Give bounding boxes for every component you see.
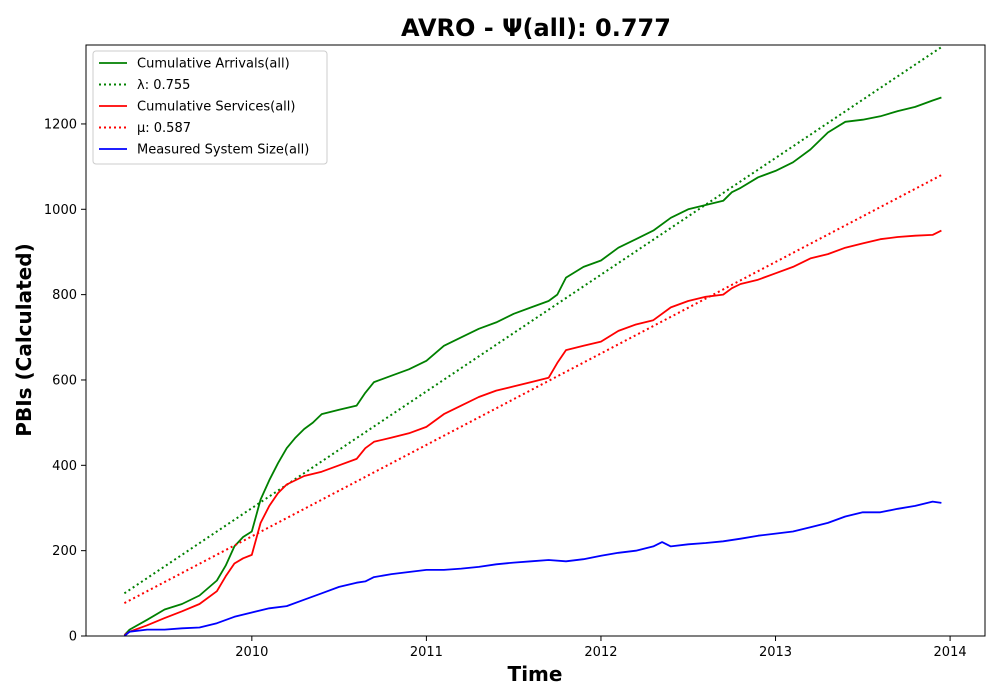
axes-frame — [85, 44, 986, 637]
y-tick-label: 600 — [52, 373, 77, 388]
series-line-1 — [123, 46, 942, 595]
legend-label: λ: 0.755 — [137, 78, 190, 93]
y-tick-label: 1200 — [44, 117, 77, 132]
legend-label: Cumulative Arrivals(all) — [137, 57, 290, 72]
x-tick-label: 2013 — [759, 645, 792, 660]
legend-label: Measured System Size(all) — [137, 143, 309, 158]
x-tick-label: 2010 — [235, 645, 268, 660]
x-axis-title: Time — [508, 662, 563, 686]
legend-label: Cumulative Services(all) — [137, 100, 295, 115]
axes: 2010 2011 2012 2013 2014 0 200 400 600 800 1000 120… — [44, 44, 986, 660]
x-tick-label: 2011 — [410, 645, 443, 660]
series-line-4 — [123, 500, 942, 637]
y-tick-label: 1000 — [44, 203, 77, 218]
series-line-2 — [123, 229, 942, 636]
plot-area — [123, 46, 942, 637]
y-tick-label: 400 — [52, 459, 77, 474]
x-tick-label: 2014 — [934, 645, 967, 660]
legend-label: μ: 0.587 — [137, 121, 191, 136]
y-tick-label: 0 — [69, 630, 77, 645]
series-line-3 — [123, 174, 942, 604]
series-line-0 — [123, 96, 942, 636]
y-tick-label: 200 — [52, 544, 77, 559]
legend-box — [92, 50, 328, 165]
legend: Cumulative Arrivals(all) λ: 0.755 Cumulati… — [92, 50, 328, 165]
x-tick-label: 2012 — [584, 645, 617, 660]
y-tick-label: 800 — [52, 288, 77, 303]
y-axis-title: PBIs (Calculated) — [12, 243, 36, 436]
chart-title: AVRO - Ψ(all): 0.777 — [401, 14, 671, 42]
